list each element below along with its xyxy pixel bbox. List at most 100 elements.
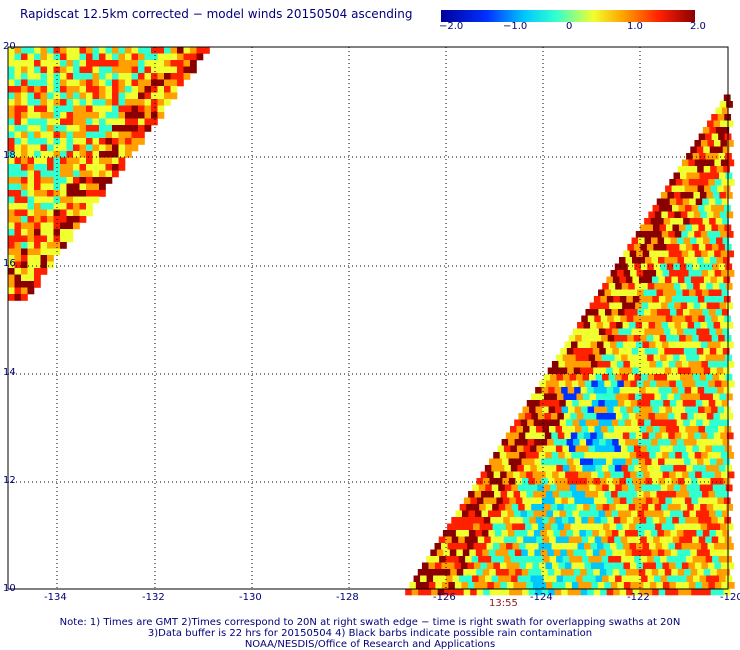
colorbar (441, 10, 695, 22)
swath-cell (713, 322, 721, 329)
swath-cell (609, 341, 617, 349)
swath-cell (671, 497, 679, 505)
swath-cell (651, 276, 659, 284)
swath-cell (670, 530, 678, 537)
swath-cell (27, 242, 35, 249)
swath-cell (641, 413, 649, 420)
swath-cell (118, 144, 126, 152)
swath-cell (487, 582, 495, 589)
swath-cell (615, 413, 623, 420)
swath-cell (27, 255, 35, 262)
swath-cell (655, 452, 663, 459)
swath-cell (613, 296, 621, 303)
swath-cell (537, 393, 545, 401)
swath-cell (34, 235, 41, 243)
swath-cell (66, 105, 74, 113)
swath-cell (479, 504, 486, 511)
swath-cell (79, 112, 87, 119)
swath-cell (704, 426, 712, 433)
swath-cell (721, 471, 728, 479)
swath-cell (523, 536, 531, 544)
swath-cell (562, 354, 570, 362)
swath-cell (596, 432, 604, 440)
swath-cell (664, 257, 672, 264)
swath-cell (548, 497, 556, 505)
swath-cell (473, 562, 481, 570)
swath-cell (79, 92, 87, 100)
swath-cell (8, 164, 15, 171)
swath-cell (674, 523, 682, 531)
swath-cell (705, 244, 713, 251)
swath-cell (581, 536, 589, 544)
swath-cell (638, 348, 646, 355)
swath-cell (713, 231, 721, 238)
swath-cell (652, 296, 660, 303)
swath-cell (689, 198, 697, 206)
swath-cell (529, 426, 537, 433)
swath-cell (86, 190, 93, 197)
swath-cell (695, 309, 703, 316)
swath-cell (485, 484, 493, 492)
swath-cell (14, 261, 22, 269)
swath-cell (636, 250, 643, 258)
swath-cell (695, 582, 703, 589)
swath-cell (698, 205, 705, 212)
swath-cell (672, 445, 680, 453)
swath-cell (517, 465, 525, 472)
swath-cell (480, 562, 488, 570)
swath-cell (86, 86, 93, 93)
swath-cell (60, 118, 67, 126)
swath-cell (684, 588, 692, 596)
swath-cell (716, 348, 724, 355)
swath-cell (500, 510, 508, 518)
swath-cell (555, 536, 563, 544)
swath-cell (595, 575, 603, 583)
swath-cell (677, 569, 685, 576)
swath-cell (644, 328, 652, 336)
swath-cell (34, 274, 41, 282)
swath-cell (570, 504, 577, 511)
swath-cell (633, 445, 641, 453)
swath-cell (439, 575, 447, 583)
swath-cell (578, 400, 586, 407)
swath-cell (8, 79, 15, 87)
swath-cell (619, 296, 627, 303)
swath-cell (151, 66, 158, 74)
swath-cell (426, 556, 433, 563)
swath-cell (598, 510, 606, 518)
swath-cell (569, 393, 577, 401)
swath-cell (14, 125, 22, 132)
swath-cell (708, 582, 716, 589)
swath-cell (14, 92, 22, 100)
swath-cell (544, 523, 552, 531)
swath-cell (542, 517, 550, 524)
swath-cell (495, 569, 503, 576)
swath-cell (493, 582, 501, 589)
swath-cell (644, 257, 652, 264)
swath-cell (702, 400, 710, 407)
swath-cell (445, 536, 453, 544)
swath-cell (40, 164, 48, 171)
swath-cell (490, 536, 498, 544)
swath-cell (532, 452, 540, 459)
swath-cell (607, 406, 614, 414)
swath-cell (642, 250, 650, 258)
swath-cell (697, 367, 705, 375)
swath-cell (690, 478, 698, 485)
swath-cell (490, 517, 498, 524)
swath-cell (99, 190, 106, 197)
swath-cell (92, 144, 100, 152)
swath-cell (27, 248, 35, 256)
swath-cell (677, 439, 684, 446)
swath-cell (622, 341, 630, 349)
swath-cell (573, 549, 581, 557)
swath-cell (640, 263, 648, 271)
swath-cell (582, 465, 590, 472)
swath-cell (482, 549, 490, 557)
swath-cell (693, 283, 701, 290)
swath-cell (579, 419, 586, 427)
swath-cell (639, 406, 647, 414)
swath-cell (725, 354, 732, 362)
swath-cell (455, 510, 463, 518)
swath-cell (710, 458, 717, 466)
